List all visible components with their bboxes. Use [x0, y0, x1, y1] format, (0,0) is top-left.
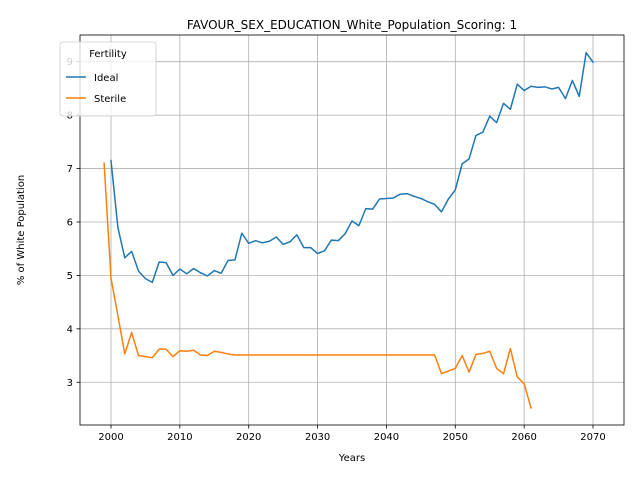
series-line-ideal	[110, 51, 595, 284]
legend-label-ideal: Ideal	[94, 73, 118, 84]
y-tick-label: 6	[67, 217, 73, 228]
x-tick-label: 2050	[443, 432, 468, 443]
plot-frame	[79, 34, 625, 426]
x-tick-label: 2000	[98, 432, 123, 443]
legend: Fertility Ideal Sterile	[59, 41, 157, 117]
x-axis-label: Years	[338, 453, 365, 464]
y-tick-label: 4	[67, 324, 73, 335]
x-tick-label: 2030	[305, 432, 330, 443]
x-tick-label: 2060	[511, 432, 536, 443]
y-tick-label: 3	[67, 378, 73, 389]
series-lines	[103, 51, 595, 409]
grid	[80, 35, 624, 425]
x-tick-label: 2040	[374, 432, 399, 443]
x-tick-label: 2020	[236, 432, 261, 443]
y-tick-label: 7	[67, 164, 73, 175]
y-axis-label: % of White Population	[16, 175, 27, 285]
x-axis: 2000 2010 2020 2030 2040 2050 2060 2070	[98, 425, 606, 443]
x-tick-label: 2070	[580, 432, 605, 443]
legend-title: Fertility	[89, 49, 127, 60]
chart-title: FAVOUR_SEX_EDUCATION_White_Population_Sc…	[187, 18, 517, 32]
y-tick-label: 5	[67, 271, 73, 282]
series-line-sterile	[103, 162, 532, 409]
x-tick-label: 2010	[167, 432, 192, 443]
legend-label-sterile: Sterile	[94, 94, 126, 105]
